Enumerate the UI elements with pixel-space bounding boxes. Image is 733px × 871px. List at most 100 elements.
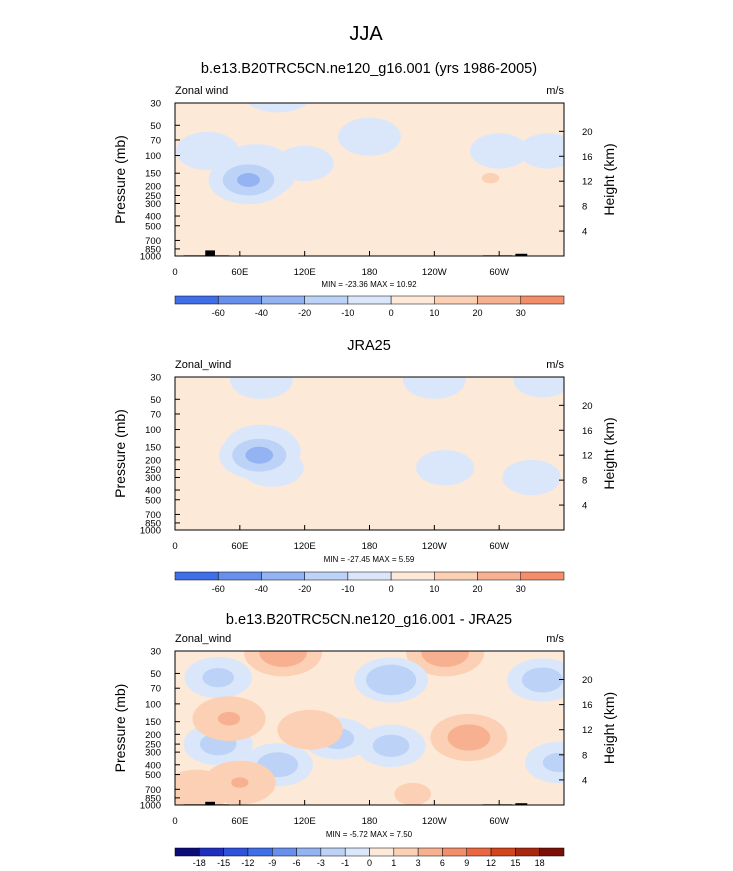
colorbar-box [344,847,370,857]
colorbar-box [490,847,516,857]
colorbar-box [347,295,392,305]
y-tick-label: 200 [145,455,161,466]
contour-field [175,651,564,805]
panel-2-units: m/s [546,359,564,371]
colorbar-box [174,571,219,581]
y-tick-label: 850 [145,244,161,255]
colorbar-label: -40 [255,584,268,594]
colorbar-label: 18 [535,858,545,868]
contour-region-11-2 [245,446,274,464]
panel-1: b.e13.B20TRC5CN.ne120_g16.001 (yrs 1986-… [112,61,617,318]
height-tick-label: 20 [582,127,593,138]
panel-1-right-axis-label: Height (km) [601,143,617,215]
colorbar-box [477,571,522,581]
y-tick-label: 300 [145,748,161,759]
contour-region-2-0 [470,133,529,169]
y-tick-label: 300 [145,199,161,210]
colorbar-box [434,295,478,305]
colorbar-label: -10 [341,308,354,318]
height-tick-label: 12 [582,725,593,736]
colorbar: -60 -40 -20 -10 0 10 20 30 [174,571,565,594]
colorbar-label: 1 [391,858,396,868]
x-tick-label: 120E [294,816,316,827]
colorbar-box [417,847,443,857]
colorbar-label: -20 [298,308,311,318]
colorbar-box [261,295,305,305]
contour-region-8-0 [502,459,561,496]
y-tick-label: 70 [150,684,161,695]
x-tick-label: 120E [294,541,316,552]
height-tick-label: 12 [582,177,593,188]
panel-3-title: b.e13.B20TRC5CN.ne120_g16.001 - JRA25 [226,612,512,628]
colorbar-label: 30 [516,308,526,318]
panel-2-stats: MIN = -27.45 MAX = 5.59 [324,555,415,564]
colorbar-label: -6 [293,858,301,868]
contour-region-0-0 [230,377,293,399]
y-tick-label: 700 [145,785,161,796]
y-tick-label: 1000 [140,801,161,812]
colorbar-box [347,571,392,581]
x-tick-label: 120E [294,267,316,278]
colorbar-label: -12 [241,858,254,868]
y-tick-label: 400 [145,212,161,223]
y-tick-label: 700 [145,510,161,521]
height-tick-label: 20 [582,675,593,686]
colorbar-label: 0 [389,308,394,318]
colorbar-label: 10 [429,584,439,594]
y-tick-label: 50 [150,669,161,680]
contour-field [176,103,564,205]
panel-3-right-axis-label: Height (km) [601,692,617,764]
colorbar-label: -60 [212,584,225,594]
contour-region-1-0 [402,377,466,399]
y-tick-label: 150 [145,717,161,728]
colorbar-label: -20 [298,584,311,594]
contour-region-4-1 [202,668,235,688]
contour-region-3-0 [518,133,564,169]
colorbar-label: -3 [317,858,325,868]
colorbar-label: -60 [212,308,225,318]
colorbar-label: -40 [255,308,268,318]
panel-2-y-axis-label: Pressure (mb) [112,409,128,498]
x-tick-label: 0 [172,541,177,552]
y-tick-label: 500 [145,770,161,781]
y-tick-label: 70 [150,135,161,146]
colorbar-box [223,847,249,857]
terrain-block [205,801,215,805]
colorbar: -18 -15 -12 -9 -6 -3 -1 0 1 3 6 9 12 15 18 [174,847,565,868]
height-tick-label: 8 [582,202,587,213]
x-tick-label: 120W [422,541,447,552]
contour-region-13-1 [231,777,249,788]
x-tick-label: 120W [422,267,447,278]
y-tick-label: 70 [150,409,161,420]
x-tick-label: 180 [362,267,378,278]
y-tick-label: 150 [145,169,161,180]
panel-1-units: m/s [546,85,564,97]
height-tick-label: 16 [582,152,593,163]
colorbar-box [272,847,297,857]
y-tick-label: 100 [145,151,161,162]
contour-region-1-0 [338,117,401,156]
panel-3-stats: MIN = -5.72 MAX = 7.50 [326,830,413,839]
y-tick-label: 1000 [140,526,161,537]
height-tick-label: 4 [582,227,587,238]
colorbar-label: -1 [341,858,349,868]
contour-region-0-0 [247,103,309,113]
panel-2-field-label: Zonal_wind [175,359,231,371]
x-tick-label: 60W [489,541,509,552]
panel-2-right-axis-label: Height (km) [601,417,617,489]
colorbar-label: 12 [486,858,496,868]
colorbar-box [390,295,435,305]
colorbar-box [320,847,346,857]
colorbar-box [304,295,349,305]
colorbar-label: -10 [341,584,354,594]
colorbar-box [199,847,224,857]
contour-region-1-1 [421,651,469,667]
contour-region-10-1 [447,724,491,751]
colorbar-label: 6 [440,858,445,868]
y-tick-label: 250 [145,465,161,476]
colorbar: -60 -40 -20 -10 0 10 20 30 [174,295,565,318]
y-tick-label: 500 [145,495,161,506]
y-tick-label: 50 [150,395,161,406]
y-tick-label: 100 [145,699,161,710]
